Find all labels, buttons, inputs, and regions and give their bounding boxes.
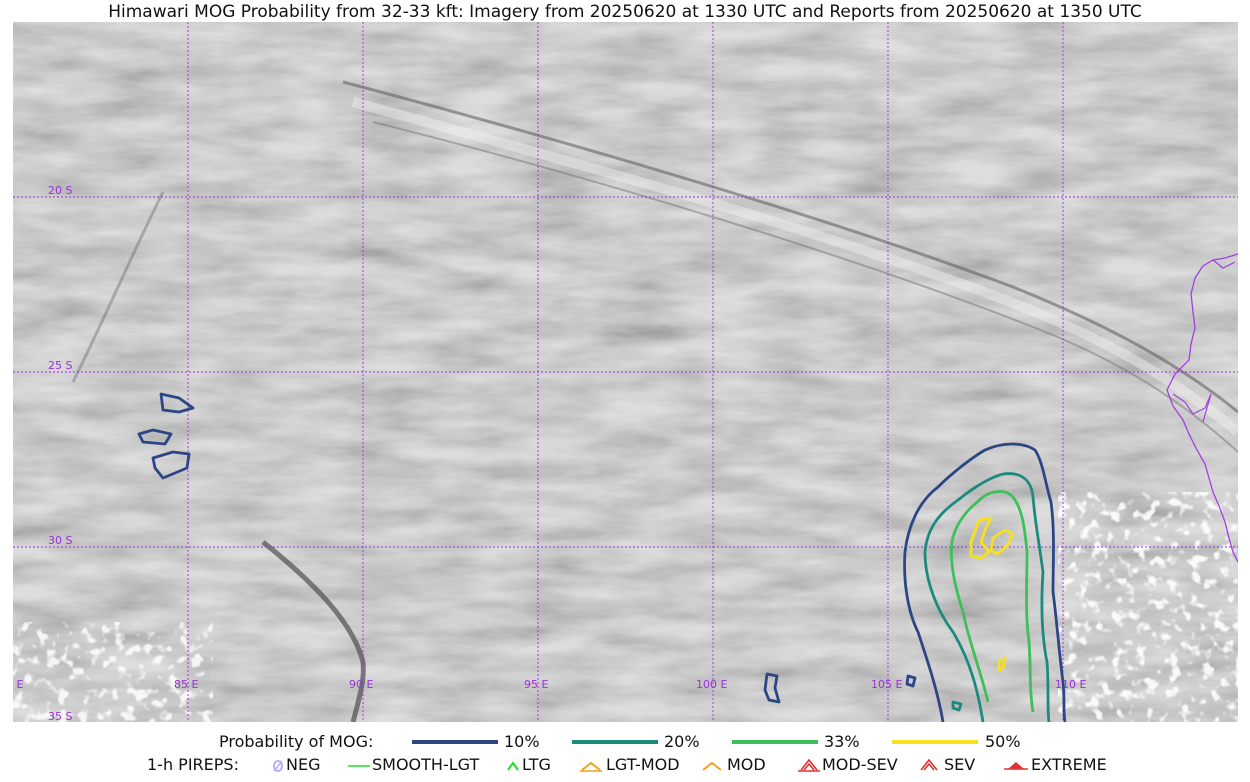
contour-10-small-e <box>905 674 917 688</box>
swatch-10 <box>412 740 498 744</box>
lon-label-90e: 90 E <box>349 678 373 691</box>
coastline-shark-bay <box>1172 393 1212 423</box>
probability-legend-10: 10% <box>504 732 540 751</box>
pirep-sev-label: SEV <box>944 755 976 774</box>
contour-50-c <box>997 656 1007 672</box>
jet-band-light <box>351 97 1238 436</box>
map-title: Himawari MOG Probability from 32-33 kft:… <box>108 2 1142 22</box>
lon-label-100e: 100 E <box>696 678 727 691</box>
contour-10-main <box>903 442 1067 722</box>
graticule <box>13 22 1238 722</box>
mod-icon <box>702 761 722 771</box>
contour-20-small <box>951 700 963 712</box>
lon-label-95e: 95 E <box>524 678 548 691</box>
lon-label-110e: 110 E <box>1055 678 1086 691</box>
ltg-icon <box>507 761 519 771</box>
probability-legend-33: 33% <box>824 732 860 751</box>
contour-50-a <box>969 516 993 560</box>
mod-sev-icon <box>798 758 820 772</box>
cloud-field-se <box>1058 492 1238 722</box>
lon-label-105e: 105 E <box>871 678 902 691</box>
coastline-north <box>1212 259 1236 269</box>
swatch-20 <box>572 740 658 744</box>
jet-band-dark-2 <box>372 121 1238 453</box>
swatch-33 <box>732 740 818 744</box>
probability-legend-20: 20% <box>664 732 700 751</box>
trough-line <box>71 191 165 383</box>
pirep-mod-label: MOD <box>727 755 766 774</box>
contour-33-main <box>949 489 1035 713</box>
contour-20-main <box>923 472 1051 722</box>
lon-label-85e: 85 E <box>174 678 198 691</box>
lat-label-20s: 20 S <box>48 184 72 197</box>
jet-band-dark <box>342 80 1238 414</box>
cloud-field-sw <box>13 622 213 722</box>
swatch-50 <box>892 740 978 744</box>
pirep-mod-sev-label: MOD-SEV <box>822 755 898 774</box>
satellite-map: 80 E 85 E 90 E 95 E 100 E 105 E 110 E 20… <box>13 22 1238 722</box>
smooth-lgt-icon <box>348 765 370 767</box>
front-line <box>261 540 366 722</box>
pirep-ltg-label: LTG <box>522 755 551 774</box>
pirep-neg-label: NEG <box>286 755 321 774</box>
mog-contours <box>137 392 1067 722</box>
neg-icon <box>273 760 283 772</box>
lon-label-80e: 80 E <box>13 678 23 691</box>
lat-label-25s: 25 S <box>48 359 72 372</box>
sev-icon <box>920 758 938 771</box>
coastline-west-australia <box>1166 253 1238 563</box>
contour-10-small-b <box>137 428 173 446</box>
pireps-legend: 1-h PIREPS: NEG SMOOTH-LGT LTG LGT-MOD M… <box>0 755 1250 777</box>
contour-10-small-d <box>763 672 781 704</box>
probability-legend-title: Probability of MOG: <box>219 732 374 751</box>
pirep-smooth-lgt-label: SMOOTH-LGT <box>372 755 480 774</box>
pireps-legend-title: 1-h PIREPS: <box>147 755 239 774</box>
extreme-icon <box>1004 762 1028 770</box>
contour-10-small-a <box>159 392 195 414</box>
lgt-mod-icon <box>580 761 602 772</box>
lat-label-30s: 30 S <box>48 534 72 547</box>
probability-legend-50: 50% <box>985 732 1021 751</box>
contour-50-b <box>989 528 1015 556</box>
pirep-extreme-label: EXTREME <box>1031 755 1107 774</box>
probability-legend: Probability of MOG: 10% 20% 33% 50% <box>0 732 1250 754</box>
contour-10-small-c <box>151 450 191 480</box>
pirep-lgt-mod-label: LGT-MOD <box>606 755 680 774</box>
lat-label-35s: 35 S <box>48 710 72 722</box>
